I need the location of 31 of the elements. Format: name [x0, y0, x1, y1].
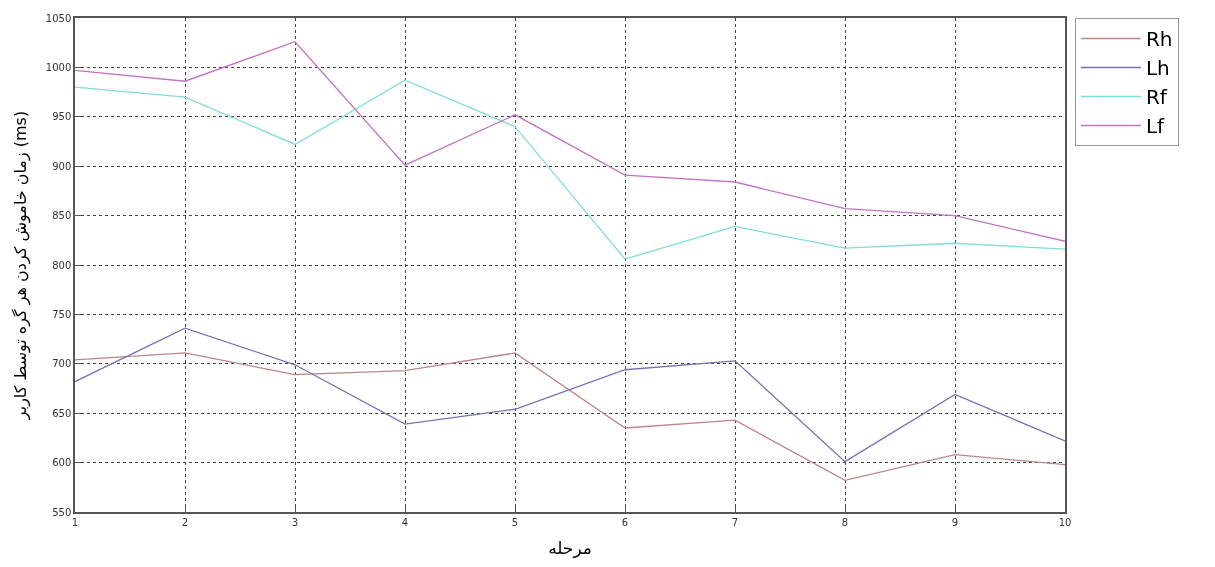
x-tick-label: 7 [731, 516, 739, 528]
y-tick-label: 750 [52, 308, 72, 320]
y-tick-label: 1050 [45, 12, 72, 24]
x-tick-label: 4 [401, 516, 409, 528]
y-tick-label: 600 [52, 457, 72, 469]
x-tick-label: 10 [1058, 516, 1072, 528]
x-tick-label: 8 [841, 516, 849, 528]
line-series [75, 352, 1065, 482]
y-axis-title: زمان خاموش کردن هر گره توسط کاربر (ms) [11, 110, 32, 421]
x-tick-label: 5 [511, 516, 519, 528]
x-tick-label: 9 [951, 516, 959, 528]
x-tick-label: 3 [291, 516, 299, 528]
line-series [75, 327, 1065, 463]
x-axis-title: مرحله [548, 537, 592, 558]
y-tick-label: 950 [52, 111, 72, 123]
x-tick-label: 6 [621, 516, 629, 528]
legend-label: Lh [1145, 56, 1170, 81]
x-tick-label: 2 [181, 516, 189, 528]
legend-label: Lf [1145, 114, 1166, 139]
line-series [75, 41, 1065, 242]
y-tick-label: 650 [52, 407, 72, 419]
y-tick-label: 700 [52, 358, 72, 370]
line-series [75, 79, 1065, 260]
x-tick-label: 1 [71, 516, 79, 528]
y-tick-label: 900 [52, 160, 72, 172]
legend-label: Rh [1145, 27, 1173, 52]
y-tick-label: 850 [52, 210, 72, 222]
y-tick-label: 800 [52, 259, 72, 271]
legend-label: Rf [1145, 85, 1168, 110]
y-tick-label: 550 [52, 506, 72, 518]
y-tick-label: 1000 [45, 61, 72, 73]
